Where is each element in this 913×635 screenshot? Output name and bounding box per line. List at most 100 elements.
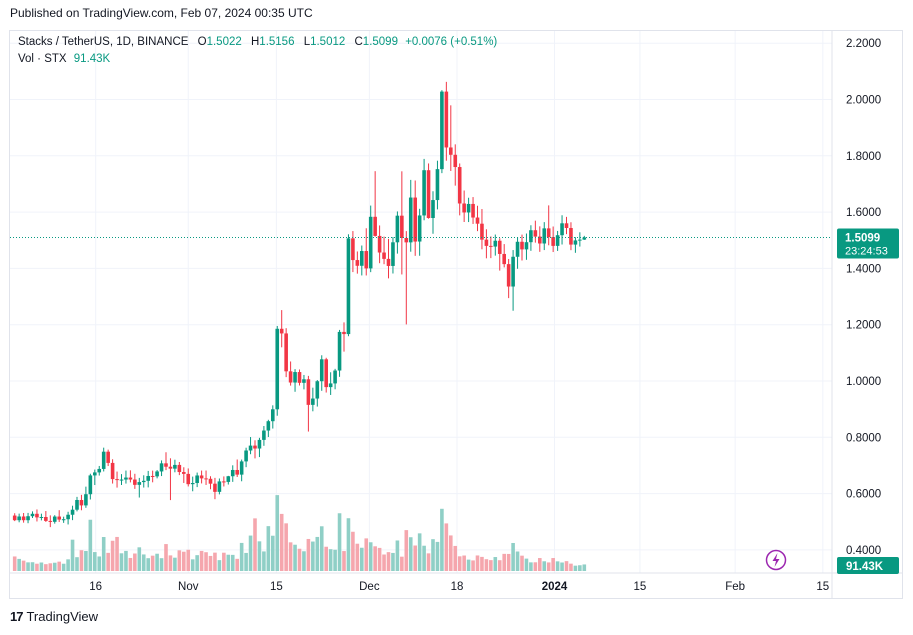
candle-body [93, 472, 97, 476]
volume-bar [190, 559, 195, 571]
volume-bar [368, 542, 373, 571]
volume-bar [70, 539, 75, 571]
volume-bar [493, 557, 498, 571]
volume-bar [502, 553, 506, 571]
candle-body [30, 513, 35, 517]
candle-body [480, 223, 484, 240]
candle-body [97, 468, 102, 473]
volume-bar [279, 513, 284, 571]
candle-body [506, 264, 511, 287]
lightning-icon[interactable] [765, 549, 787, 571]
close-label: C [354, 36, 363, 48]
candle-body [319, 359, 324, 382]
volume-bar [288, 542, 293, 571]
lightning-icon-bolt [772, 553, 780, 567]
volume-bar [61, 563, 66, 571]
candle-body [75, 499, 79, 510]
time-axis: 16 Nov 15 Dec 18 2024 15 Feb 15 [89, 581, 829, 593]
volume-bar [324, 546, 328, 571]
candle-body [560, 223, 564, 236]
volume-bar [266, 526, 271, 571]
volume-bar [213, 552, 217, 571]
candle-body [235, 469, 239, 475]
price-tick-label: 1.2000 [846, 320, 881, 332]
candle-body [417, 215, 422, 242]
candle-body [302, 379, 306, 383]
volume-bar [480, 556, 484, 571]
volume-bar [186, 549, 191, 571]
candle-body [293, 372, 297, 383]
brand-name: TradingView [26, 609, 99, 624]
candle-body [342, 331, 346, 335]
published-caption: Published on TradingView.com, Feb 07, 20… [10, 6, 313, 20]
candle-body [573, 240, 578, 245]
volume-bar [155, 553, 159, 571]
volume-bar [75, 557, 79, 571]
symbol-title[interactable]: Stacks / TetherUS, 1D, BINANCE [18, 36, 189, 48]
candle-body [12, 515, 17, 521]
volume-bar [417, 533, 422, 571]
candle-body [199, 475, 204, 479]
volume-bar [84, 550, 88, 571]
candle-body [400, 215, 404, 238]
candle-body [444, 91, 449, 148]
volume-bar [128, 557, 133, 571]
volume-bar [17, 558, 21, 571]
volume-value: 91.43K [73, 53, 111, 65]
volume-bar [351, 531, 355, 571]
volume-bar [524, 558, 529, 571]
low-value: 1.5012 [310, 36, 346, 48]
candle-body [208, 478, 213, 484]
volume-bar [578, 565, 582, 571]
candle-body [217, 481, 222, 492]
volume-bar [462, 555, 466, 571]
candle-body [146, 475, 150, 481]
candle-body [453, 154, 458, 168]
volume-bar [489, 560, 493, 571]
volume-bar [262, 551, 266, 571]
candle-body [546, 228, 551, 238]
candle-body [262, 430, 266, 440]
volume-bar [457, 556, 462, 571]
time-tick-label: Dec [359, 581, 380, 593]
volume-bar [511, 542, 515, 571]
candle-body [360, 251, 364, 266]
candle-body [462, 203, 466, 213]
volume-bar [195, 555, 199, 571]
volume-bar [444, 523, 449, 571]
volume-label[interactable]: Vol · STX [18, 53, 67, 65]
candle-body [422, 170, 426, 216]
countdown-text: 23:24:53 [845, 245, 888, 257]
volume-bar [466, 559, 471, 571]
candle-body [88, 475, 93, 495]
tradingview-logo[interactable]: 17 TradingView [10, 609, 98, 624]
close-value: 1.5099 [362, 36, 398, 48]
volume-bar [520, 555, 524, 571]
candle-body [266, 421, 271, 431]
volume-bar [88, 519, 93, 571]
candle-body [484, 239, 489, 246]
last-price-badge [837, 228, 899, 259]
volume-bar [555, 561, 560, 571]
volume-bar [101, 537, 106, 571]
candle-body [239, 461, 244, 475]
price-tick-label: 1.6000 [846, 207, 881, 219]
volume-bar [497, 560, 502, 571]
volume-bar [515, 551, 520, 571]
candle-body [271, 409, 275, 422]
volume-bar [173, 557, 177, 571]
candle-body [204, 478, 208, 480]
candle-body [52, 516, 57, 522]
candle-body [48, 520, 53, 522]
volume-bar [235, 558, 239, 571]
candle-body [119, 479, 124, 481]
candle-body [564, 223, 569, 229]
volume-bar [119, 553, 124, 571]
volume-bar [453, 545, 458, 571]
volume-bar [52, 562, 57, 571]
candle-body [377, 235, 382, 253]
candle-body [115, 479, 119, 481]
candle-body [213, 483, 217, 492]
candle-body [502, 253, 506, 265]
